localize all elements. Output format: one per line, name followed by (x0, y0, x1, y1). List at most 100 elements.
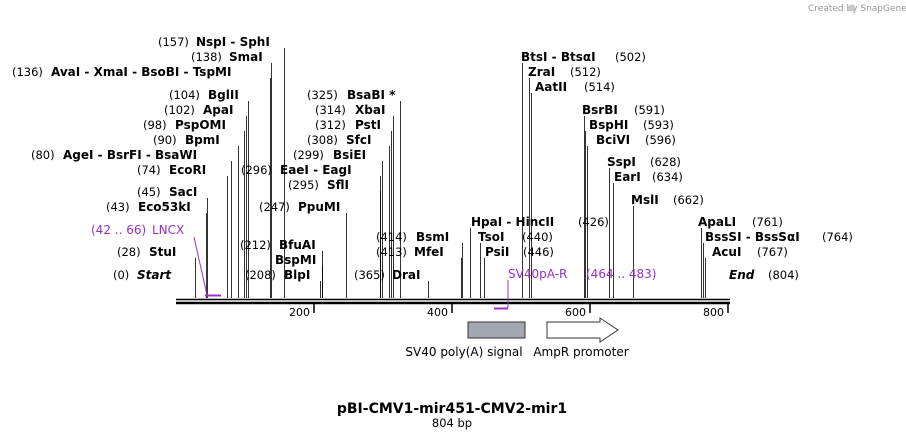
site-pos-sspi: (628) (650, 155, 681, 169)
site-bglii[interactable]: BglII (208, 88, 239, 102)
sv40-polya-signal-feature[interactable] (467, 321, 526, 339)
snapgene-credit: Created by SnapGene (808, 4, 906, 14)
site-pos-ppumi: (247) (259, 200, 290, 214)
site-pos-eaei-eagi: (296) (241, 163, 272, 177)
site-apai[interactable]: ApaI (203, 103, 233, 117)
site-eaei-eagi[interactable]: EaeI - EagI (280, 163, 352, 177)
scale-ticks: 200 400 600 800 (289, 304, 729, 319)
site-tsoi[interactable]: TsoI (478, 230, 504, 244)
site-psti[interactable]: PstI (355, 118, 381, 132)
site-pos-psii: (446) (523, 245, 554, 259)
site-pos-bcivi: (596) (645, 133, 676, 147)
scale-label-200: 200 (289, 306, 310, 319)
site-pos-hpai-hincii: (426) (578, 215, 609, 229)
site-aatii[interactable]: AatII (535, 80, 567, 94)
site-stui[interactable]: StuI (149, 245, 176, 259)
site-drai[interactable]: DraI (392, 268, 420, 282)
primer-lncx-range: (42 .. 66) (91, 223, 146, 237)
ampr-promoter-label: AmpR promoter (533, 345, 628, 359)
site-pos-psti: (312) (315, 118, 346, 132)
site-ecori[interactable]: EcoRI (169, 163, 206, 177)
site-smai[interactable]: SmaI (229, 50, 263, 64)
site-bsabi[interactable]: BsaBI * (347, 88, 396, 102)
site-bsiei[interactable]: BsiEI (333, 148, 366, 162)
site-msli[interactable]: MslI (631, 193, 659, 207)
site-psii[interactable]: PsiI (485, 245, 509, 259)
site-bpmi[interactable]: BpmI (185, 133, 220, 147)
site-pos-bsssi: (764) (822, 230, 853, 244)
site-eari[interactable]: EarI (614, 170, 641, 184)
site-bsssi[interactable]: BssSI - BssSαI (705, 230, 800, 244)
site-pos-sfci: (308) (307, 133, 338, 147)
site-pos-mfei: (413) (376, 245, 407, 259)
primer-sv40pa-r-range: (464 .. 483) (586, 267, 656, 281)
scale-label-600: 600 (565, 306, 586, 319)
snapgene-logo-icon (848, 4, 856, 12)
site-bspmi[interactable]: BspMI (275, 253, 316, 267)
site-pos-smai: (138) (191, 50, 222, 64)
site-pos-apali: (761) (752, 215, 783, 229)
site-sfli[interactable]: SflI (327, 178, 349, 192)
site-pos-aatii: (514) (584, 80, 615, 94)
site-bsmi[interactable]: BsmI (416, 230, 449, 244)
primers: (42 .. 66) LNCX SV40pA-R (464 .. 483) (91, 223, 656, 310)
site-zrai[interactable]: ZraI (528, 65, 555, 79)
site-btsi-btsai[interactable]: BtsI - BtsαI (521, 50, 596, 64)
site-pos-tsoi: (440) (522, 230, 553, 244)
site-pos-ecori: (74) (137, 163, 161, 177)
site-pos-pspomi: (98) (143, 118, 167, 132)
site-sspi[interactable]: SspI (607, 155, 636, 169)
site-pos-bsiei: (299) (293, 148, 324, 162)
site-pos-eari: (634) (652, 170, 683, 184)
site-pos-sfli: (295) (288, 178, 319, 192)
primer-lncx-name[interactable]: LNCX (152, 223, 184, 237)
site-blpi[interactable]: BlpI (284, 268, 310, 282)
site-mfei[interactable]: MfeI (414, 245, 444, 259)
ampr-promoter-arrow[interactable] (546, 317, 619, 343)
site-bfuai[interactable]: BfuAI (279, 238, 316, 252)
site-xbai[interactable]: XbaI (355, 103, 385, 117)
site-pos-apai: (102) (164, 103, 195, 117)
site-avai-group[interactable]: AvaI - XmaI - BsoBI - TspMI (51, 65, 231, 79)
credit-text: Created by SnapGene (808, 4, 906, 14)
site-pos-avai-group: (136) (12, 65, 43, 79)
site-saci[interactable]: SacI (169, 185, 197, 199)
site-eco53ki[interactable]: Eco53kI (138, 200, 191, 214)
site-nspi-sphi[interactable]: NspI - SphI (196, 35, 270, 49)
site-sfci[interactable]: SfcI (346, 133, 371, 147)
site-apali[interactable]: ApaLI (698, 215, 736, 229)
site-pos-saci: (45) (137, 185, 161, 199)
site-pos-bsmi: (414) (376, 230, 407, 244)
site-agei-group[interactable]: AgeI - BsrFI - BsaWI (63, 148, 197, 162)
site-bcivi[interactable]: BciVI (596, 133, 630, 147)
site-pspomi[interactable]: PspOMI (175, 118, 226, 132)
site-pos-stui: (28) (117, 245, 141, 259)
start-label: Start (137, 268, 172, 282)
start-position: (0) (113, 268, 129, 282)
site-acui[interactable]: AcuI (712, 245, 741, 259)
site-pos-agei-group: (80) (31, 148, 55, 162)
site-pos-btsi-btsai: (502) (615, 50, 646, 64)
site-pos-bsabi: (325) (307, 88, 338, 102)
site-bsphi[interactable]: BspHI (589, 118, 628, 132)
site-pos-msli: (662) (673, 193, 704, 207)
features: SV40 poly(A) signal AmpR promoter (405, 317, 629, 359)
sequence-backbone (176, 298, 730, 305)
cut-site-ticks (195, 48, 706, 298)
site-pos-zrai: (512) (570, 65, 601, 79)
sv40-polya-signal-label: SV40 poly(A) signal (405, 345, 522, 359)
site-bsrbi[interactable]: BsrBI (582, 103, 618, 117)
site-pos-xbai: (314) (315, 103, 346, 117)
site-ppumi[interactable]: PpuMI (298, 200, 340, 214)
primer-sv40pa-r-name[interactable]: SV40pA-R (508, 267, 567, 281)
site-pos-bsrbi: (591) (634, 103, 665, 117)
primer-lncx-connector (193, 236, 208, 296)
site-pos-acui: (767) (757, 245, 788, 259)
site-hpai-hincii[interactable]: HpaI - HincII (471, 215, 554, 229)
site-pos-nspi-sphi: (157) (158, 35, 189, 49)
site-pos-drai: (365) (354, 268, 385, 282)
end-position: (804) (768, 268, 799, 282)
site-pos-bglii: (104) (169, 88, 200, 102)
site-pos-bpmi: (90) (153, 133, 177, 147)
